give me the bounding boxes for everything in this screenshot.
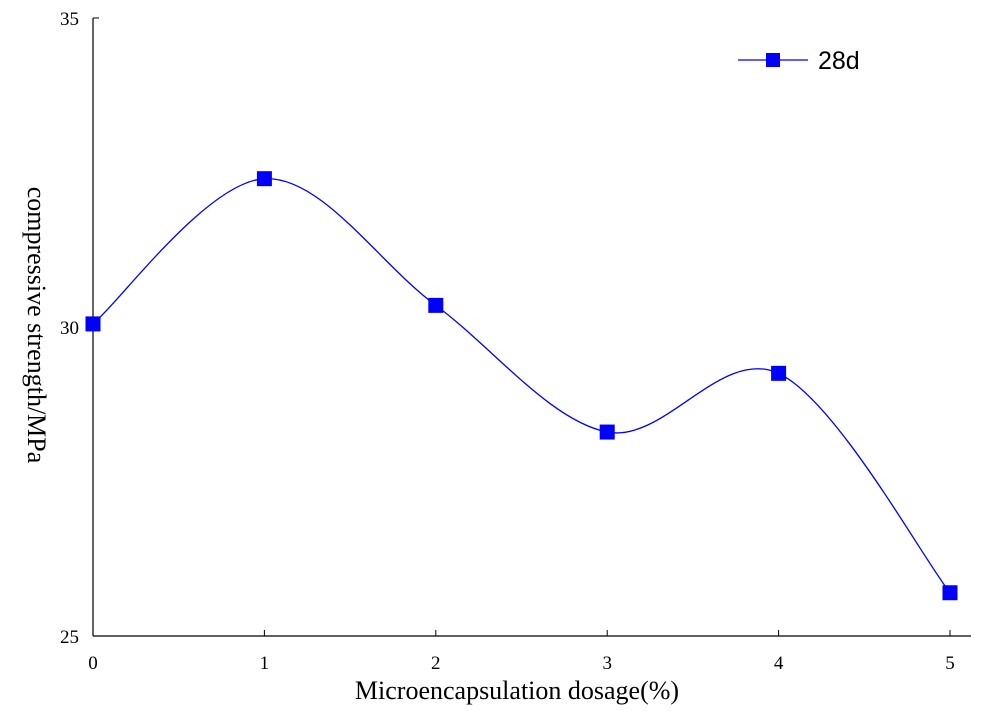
axes [92,18,971,637]
x-tick-label-5: 5 [945,653,955,674]
data-point-28d-x4 [771,365,787,381]
y-tick-label-25: 25 [60,627,79,648]
y-tick-label-30: 30 [60,318,79,339]
x-tick-label-3: 3 [602,653,612,674]
legend-marker-28d [766,53,780,67]
data-point-28d-x1 [256,171,272,187]
data-point-28d-x0 [85,316,101,332]
data-point-28d-x2 [428,297,444,313]
axis-ticks: 0 1 2 3 4 5 25 30 35 [60,9,955,674]
x-axis-title: Microencapsulation dosage(%) [355,676,679,705]
x-tick-label-0: 0 [88,653,98,674]
y-tick-label-35: 35 [60,9,79,30]
legend: 28d [738,47,860,75]
data-point-28d-x3 [599,424,615,440]
data-point-28d-x5 [942,585,958,601]
x-tick-label-1: 1 [260,653,270,674]
x-tick-label-2: 2 [431,653,441,674]
y-axis-title: compressive strength/MPa [22,187,51,464]
x-tick-label-4: 4 [774,653,784,674]
series-line-28d [92,178,951,594]
series-layer [85,171,958,601]
legend-label-28d: 28d [818,47,860,75]
